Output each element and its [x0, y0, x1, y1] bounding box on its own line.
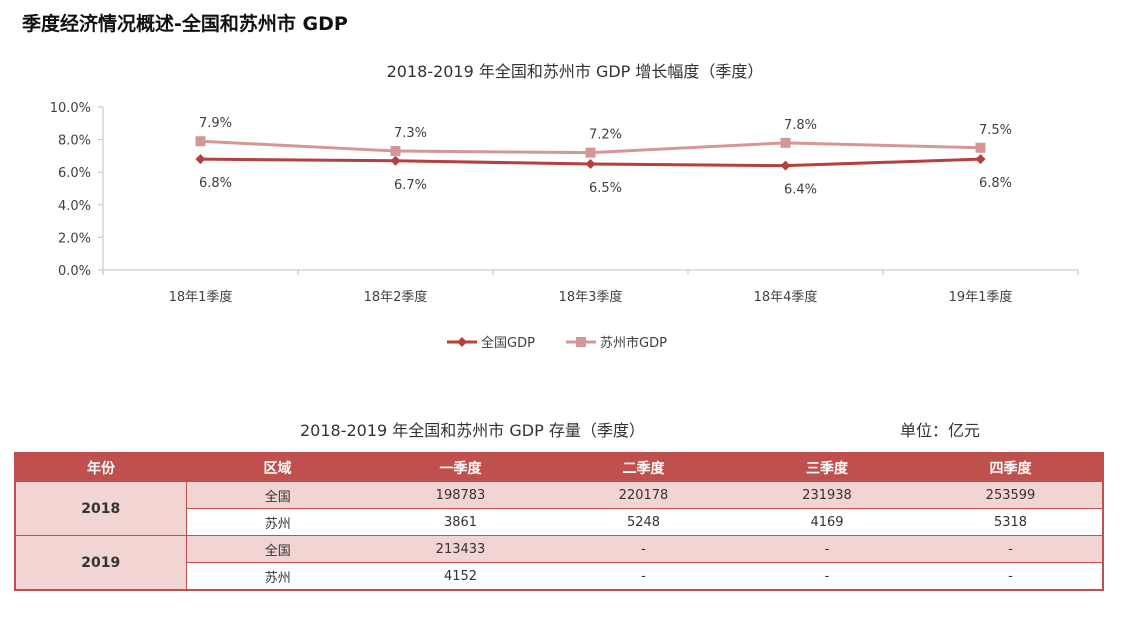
- header-q3: 三季度: [735, 453, 919, 482]
- data-label: 6.5%: [589, 181, 622, 196]
- page-title: 季度经济情况概述-全国和苏州市 GDP: [22, 13, 348, 35]
- year-cell: 2018: [15, 481, 187, 536]
- value-cell: 253599: [919, 481, 1103, 509]
- data-label: 6.8%: [979, 176, 1012, 191]
- value-cell: -: [552, 535, 735, 563]
- x-tick-label: 18年3季度: [559, 289, 623, 305]
- suzhou-gdp-point: [585, 147, 596, 158]
- data-label: 7.9%: [199, 116, 232, 131]
- national-gdp-point: [975, 154, 986, 165]
- table-row: 苏州 4152 - - -: [15, 562, 1103, 590]
- header-region: 区域: [186, 453, 369, 482]
- value-cell: -: [735, 562, 919, 590]
- x-tick-label: 18年2季度: [364, 289, 428, 305]
- data-label: 6.4%: [784, 183, 817, 198]
- table-title: 2018-2019 年全国和苏州市 GDP 存量（季度）: [300, 421, 645, 440]
- legend-suzhou-label: 苏州市GDP: [600, 335, 667, 351]
- suzhou-gdp-point: [195, 136, 206, 147]
- legend-suzhou-marker: [576, 337, 586, 347]
- national-gdp-point: [195, 154, 206, 165]
- table-row: 2019 全国 213433 - - -: [15, 535, 1103, 590]
- gdp-stock-table: 年份 区域 一季度 二季度 三季度 四季度 2018 全国 198783 220…: [14, 452, 1104, 591]
- header-q2: 二季度: [552, 453, 735, 482]
- table-row: 苏州 3861 5248 4169 5318: [15, 508, 1103, 536]
- region-cell: 苏州: [186, 562, 369, 590]
- value-cell: 5248: [552, 508, 735, 536]
- data-label: 6.7%: [394, 178, 427, 193]
- chart-legend: 全国GDP 苏州市GDP: [447, 335, 667, 351]
- national-gdp-point: [585, 159, 596, 170]
- x-tick-label: 18年1季度: [169, 289, 233, 305]
- header-year: 年份: [15, 453, 186, 482]
- x-tick-label: 18年4季度: [754, 289, 818, 305]
- national-gdp-point: [780, 160, 791, 171]
- y-tick-label: 10.0%: [50, 101, 91, 116]
- year-cell: 2019: [15, 535, 187, 590]
- value-cell: -: [919, 535, 1103, 563]
- legend-national-label: 全国GDP: [481, 335, 535, 351]
- value-cell: 4169: [735, 508, 919, 536]
- data-label: 6.8%: [199, 176, 232, 191]
- suzhou-gdp-point: [780, 137, 791, 148]
- region-cell: 全国: [186, 481, 369, 509]
- value-cell: 220178: [552, 481, 735, 509]
- x-tick-label: 19年1季度: [949, 289, 1013, 305]
- gdp-growth-line-chart: 2018-2019 年全国和苏州市 GDP 增长幅度（季度） 0.0% 2.0% 4…: [50, 62, 1079, 351]
- data-label: 7.8%: [784, 118, 817, 133]
- table-row: 2018 全国 198783 220178 231938 253599: [15, 481, 1103, 536]
- data-label: 7.5%: [979, 123, 1012, 138]
- table-unit-label: 单位：亿元: [900, 421, 981, 440]
- value-cell: -: [919, 562, 1103, 590]
- table-header-row: 年份 区域 一季度 二季度 三季度 四季度: [15, 453, 1103, 482]
- value-cell: 5318: [919, 508, 1103, 536]
- region-cell: 苏州: [186, 508, 369, 536]
- data-label: 7.2%: [589, 128, 622, 143]
- legend-national-marker: [457, 337, 467, 347]
- chart-title: 2018-2019 年全国和苏州市 GDP 增长幅度（季度）: [387, 62, 764, 81]
- value-cell: 4152: [369, 562, 552, 590]
- y-tick-label: 4.0%: [58, 199, 91, 214]
- y-tick-label: 6.0%: [58, 166, 91, 181]
- chart-data-labels: 7.9% 7.3% 7.2% 7.8% 7.5% 6.8% 6.7% 6.5% 6.4% 6.8%: [199, 116, 1012, 197]
- region-cell: 全国: [186, 535, 369, 563]
- value-cell: -: [552, 562, 735, 590]
- header-q4: 四季度: [919, 453, 1103, 482]
- chart-series: [195, 136, 986, 171]
- value-cell: 3861: [369, 508, 552, 536]
- y-tick-label: 2.0%: [58, 231, 91, 246]
- value-cell: -: [735, 535, 919, 563]
- header-q1: 一季度: [369, 453, 552, 482]
- y-tick-label: 8.0%: [58, 134, 91, 149]
- suzhou-gdp-point: [975, 142, 986, 153]
- value-cell: 231938: [735, 481, 919, 509]
- value-cell: 213433: [369, 535, 552, 563]
- chart-axes: 0.0% 2.0% 4.0% 6.0% 8.0% 10.0% 18年1季度 18年2季度 18年…: [50, 101, 1079, 305]
- y-tick-label: 0.0%: [58, 264, 91, 279]
- national-gdp-point: [390, 155, 401, 166]
- suzhou-gdp-point: [390, 146, 401, 157]
- data-label: 7.3%: [394, 126, 427, 141]
- value-cell: 198783: [369, 481, 552, 509]
